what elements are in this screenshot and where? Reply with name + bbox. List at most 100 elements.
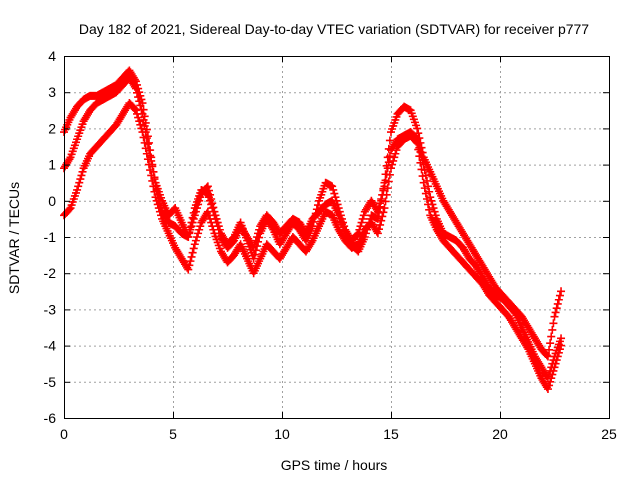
data-point-marker [65,155,74,164]
data-point-marker [73,185,82,194]
data-point-marker [131,77,140,86]
data-point-marker [203,189,212,198]
x-axis-label: GPS time / hours [281,457,388,473]
data-point-marker [65,205,74,214]
data-point-marker [186,223,195,232]
data-point-marker [416,138,425,147]
data-point-marker [131,106,140,115]
data-point-marker [189,208,198,217]
data-point-marker [134,84,143,93]
data-point-marker [389,156,398,165]
data-point-marker [255,225,264,234]
data-point-marker [363,225,372,234]
data-point-marker [382,161,391,170]
x-tick-label: 20 [492,426,508,442]
data-point-marker [185,228,194,237]
data-point-marker [418,172,427,181]
data-point-marker [523,343,532,352]
data-points [60,66,566,394]
data-point-marker [187,252,196,261]
data-point-marker [249,243,258,252]
data-point-marker [151,182,160,191]
data-point-marker [417,143,426,152]
plot-frame [64,56,610,419]
data-point-marker [429,204,438,213]
data-point-marker [76,175,85,184]
data-point-marker [250,240,259,249]
data-point-marker [137,124,146,133]
data-point-marker [387,164,395,173]
data-point-marker [356,222,365,231]
x-tick-label: 0 [60,426,68,442]
y-tick-label: 1 [48,157,56,173]
data-point-marker [419,178,428,187]
data-point-marker [422,194,431,203]
data-point-marker [186,257,195,266]
data-point-marker [252,233,261,241]
data-point-marker [542,351,551,360]
data-point-marker [204,193,213,202]
series-track-c [60,66,566,361]
y-tick-labels: 4 3 2 1 0 -1 -2 -3 -4 -5 -6 [44,48,57,426]
data-point-marker [152,186,161,195]
data-point-marker [210,211,219,220]
data-point-marker [194,229,203,238]
y-tick-label: -1 [44,229,57,245]
y-tick-label: -5 [44,374,57,390]
data-point-marker [380,178,389,187]
data-point-marker [250,250,259,259]
data-point-marker [74,182,83,191]
data-point-marker [392,146,401,155]
data-point-marker [557,287,566,296]
data-point-marker [381,170,390,179]
data-point-marker [377,196,386,205]
data-point-marker [145,138,154,147]
data-point-marker [190,240,199,249]
data-point-marker [134,113,143,122]
data-point-marker [139,105,148,114]
data-point-marker [378,190,387,199]
data-point-marker [207,200,216,209]
y-tick-label: 3 [48,84,56,100]
data-point-marker [360,233,369,241]
data-point-marker [548,370,557,379]
data-point-marker [552,356,561,365]
data-point-marker [191,236,200,245]
data-point-marker [553,352,562,361]
data-point-marker [251,236,260,245]
data-point-marker [133,109,142,118]
data-point-marker [130,75,139,84]
data-point-marker [551,308,560,317]
data-point-marker [157,203,166,212]
chart-title: Day 182 of 2021, Sidereal Day-to-day VTE… [79,21,589,37]
data-point-marker [77,171,86,180]
data-point-marker [388,160,397,169]
data-point-marker [130,105,139,114]
data-point-marker [365,218,374,227]
data-point-marker [551,359,560,368]
series-track-a [60,73,566,383]
data-point-marker [546,377,555,386]
data-point-marker [140,112,149,121]
data-point-marker [359,211,368,220]
data-point-marker [135,117,144,126]
x-tick-labels: 0 5 10 15 20 25 [60,426,617,442]
data-point-marker [547,332,556,341]
axis-ticks [64,56,610,419]
data-point-marker [373,229,382,238]
y-axis-label: SDTVAR / TECUs [6,182,22,294]
data-point-marker [184,233,193,241]
data-point-marker [417,165,426,174]
data-point-marker [212,218,221,227]
data-point-marker [254,229,263,238]
data-point-marker [139,133,148,142]
y-tick-label: -6 [44,410,57,426]
data-point-marker [545,381,554,390]
x-tick-label: 25 [601,426,617,442]
data-point-marker [146,146,155,155]
data-point-marker [545,345,554,354]
data-point-marker [421,189,430,198]
data-point-marker [214,225,223,234]
data-point-marker [546,339,555,348]
